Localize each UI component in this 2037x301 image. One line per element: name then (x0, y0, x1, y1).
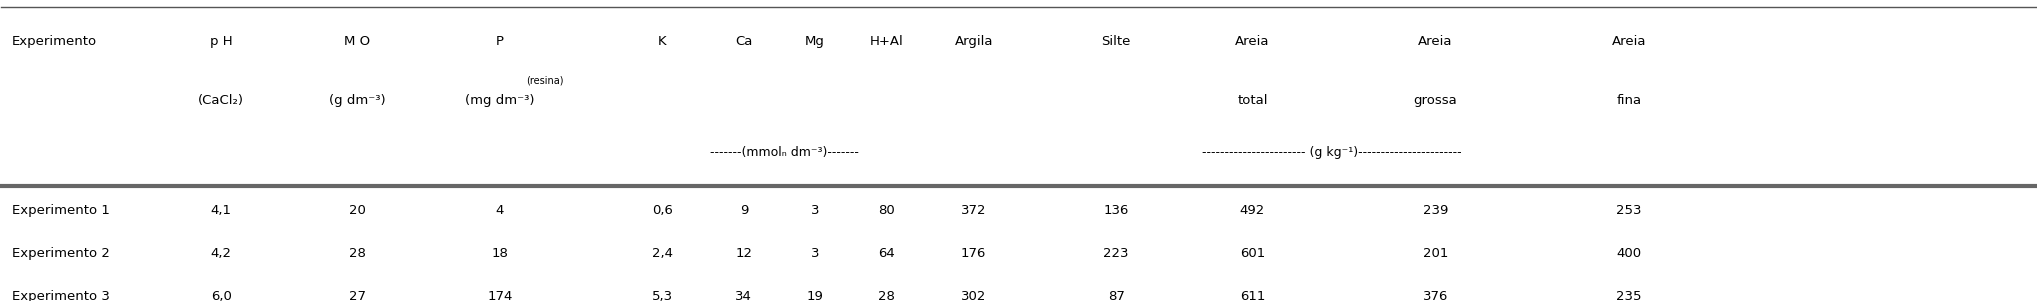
Text: Argila: Argila (955, 35, 992, 48)
Text: 4: 4 (495, 204, 503, 217)
Text: Ca: Ca (735, 35, 752, 48)
Text: 12: 12 (735, 247, 752, 259)
Text: Areia: Areia (1234, 35, 1269, 48)
Text: Experimento 1: Experimento 1 (12, 204, 110, 217)
Text: (resina): (resina) (526, 75, 564, 85)
Text: (CaCl₂): (CaCl₂) (198, 94, 244, 107)
Text: (g dm⁻³): (g dm⁻³) (330, 94, 385, 107)
Text: 253: 253 (1615, 204, 1642, 217)
Text: 223: 223 (1104, 247, 1128, 259)
Text: 87: 87 (1108, 290, 1124, 301)
Text: Mg: Mg (805, 35, 825, 48)
Text: K: K (658, 35, 666, 48)
Text: ----------------------- (g kg⁻¹)-----------------------: ----------------------- (g kg⁻¹)--------… (1202, 146, 1463, 159)
Text: 400: 400 (1615, 247, 1642, 259)
Text: 80: 80 (878, 204, 894, 217)
Text: 4,1: 4,1 (210, 204, 232, 217)
Text: Experimento 3: Experimento 3 (12, 290, 110, 301)
Text: 601: 601 (1241, 247, 1265, 259)
Text: 176: 176 (961, 247, 986, 259)
Text: 372: 372 (961, 204, 986, 217)
Text: 235: 235 (1615, 290, 1642, 301)
Text: 0,6: 0,6 (652, 204, 672, 217)
Text: Silte: Silte (1102, 35, 1131, 48)
Text: 5,3: 5,3 (652, 290, 672, 301)
Text: 302: 302 (961, 290, 986, 301)
Text: Areia: Areia (1418, 35, 1452, 48)
Text: 136: 136 (1104, 204, 1128, 217)
Text: H+Al: H+Al (870, 35, 902, 48)
Text: Areia: Areia (1611, 35, 1646, 48)
Text: 9: 9 (739, 204, 748, 217)
Text: 64: 64 (878, 247, 894, 259)
Text: 376: 376 (1422, 290, 1448, 301)
Text: 28: 28 (348, 247, 367, 259)
Text: (mg dm⁻³): (mg dm⁻³) (464, 94, 534, 107)
Text: Experimento 2: Experimento 2 (12, 247, 110, 259)
Text: M O: M O (344, 35, 371, 48)
Text: 18: 18 (491, 247, 507, 259)
Text: 201: 201 (1422, 247, 1448, 259)
Text: 492: 492 (1241, 204, 1265, 217)
Text: 27: 27 (348, 290, 367, 301)
Text: -------(mmolₙ dm⁻³)-------: -------(mmolₙ dm⁻³)------- (711, 146, 860, 159)
Text: 3: 3 (811, 204, 819, 217)
Text: 34: 34 (735, 290, 752, 301)
Text: 3: 3 (811, 247, 819, 259)
Text: 4,2: 4,2 (210, 247, 232, 259)
Text: fina: fina (1615, 94, 1642, 107)
Text: 2,4: 2,4 (652, 247, 672, 259)
Text: 6,0: 6,0 (210, 290, 232, 301)
Text: 28: 28 (878, 290, 894, 301)
Text: Experimento: Experimento (12, 35, 96, 48)
Text: total: total (1236, 94, 1267, 107)
Text: P: P (495, 35, 503, 48)
Text: 611: 611 (1241, 290, 1265, 301)
Text: 20: 20 (348, 204, 367, 217)
Text: 19: 19 (807, 290, 823, 301)
Text: grossa: grossa (1414, 94, 1456, 107)
Text: p H: p H (210, 35, 232, 48)
Text: 239: 239 (1422, 204, 1448, 217)
Text: 174: 174 (487, 290, 513, 301)
